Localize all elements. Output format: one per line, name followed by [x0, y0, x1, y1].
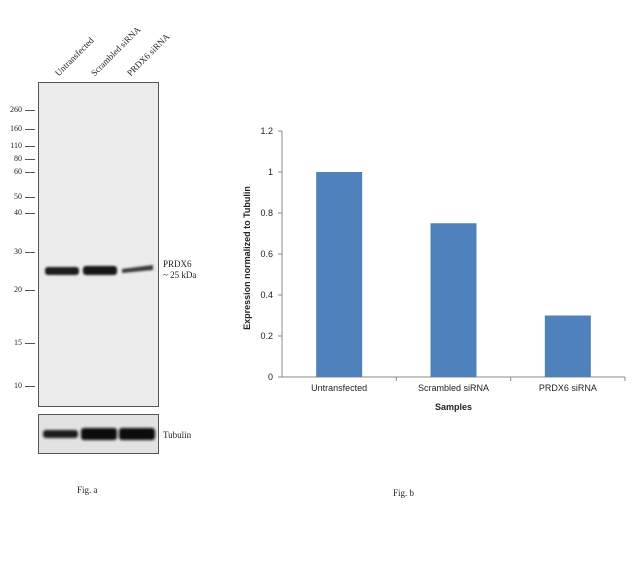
bar-prdx6-sirna [544, 315, 591, 377]
marker-tick [25, 172, 35, 173]
tubulin-band-prdx6-sirna [119, 428, 155, 440]
marker-tick [25, 159, 35, 160]
marker-tick [25, 343, 35, 344]
band-label-protein: PRDX6 [163, 259, 192, 269]
blot-bands [45, 265, 153, 275]
marker-label: 260 [10, 105, 22, 114]
y-axis-label: Expression normalized to Tubulin [242, 186, 252, 330]
marker-tick [25, 252, 35, 253]
marker-label: 80 [14, 154, 22, 163]
tubulin-band-untransfected [43, 430, 78, 438]
marker-tick [25, 146, 35, 147]
bar-chart: Expression normalized to Tubulin Samples… [242, 126, 626, 412]
tubulin-band-scrambled-sirna [81, 428, 117, 440]
band-label-size: ~ 25 kDa [163, 270, 197, 280]
y-tick-label: 0.4 [260, 290, 273, 300]
marker-tick [25, 386, 35, 387]
marker-tick [25, 213, 35, 214]
marker-tick [25, 129, 35, 130]
blot-panel-tubulin [38, 414, 159, 454]
y-tick-label: 0.2 [260, 331, 273, 341]
marker-tick [25, 197, 35, 198]
tubulin-bands [43, 428, 155, 440]
marker-label: 20 [14, 285, 22, 294]
x-tick-label: Untransfected [311, 383, 367, 393]
bar-untransfected [316, 172, 363, 377]
marker-label: 160 [10, 124, 22, 133]
marker-label: 10 [14, 381, 22, 390]
marker-label: 40 [14, 208, 22, 217]
figure-caption-b: Fig. b [393, 488, 415, 498]
marker-label: 60 [14, 167, 22, 176]
marker-label: 50 [14, 192, 22, 201]
y-tick-label: 1 [268, 167, 273, 177]
x-axis-label: Samples [435, 402, 472, 412]
blot-panel-main [38, 82, 159, 407]
figure-caption-a: Fig. a [77, 485, 98, 495]
marker-label: 30 [14, 247, 22, 256]
y-tick-label: 0.6 [260, 249, 273, 259]
x-tick-label: Scrambled siRNA [418, 383, 489, 393]
band-untransfected [45, 267, 79, 275]
marker-label: 110 [10, 141, 22, 150]
marker-label: 15 [14, 338, 22, 347]
band-prdx6-sirna [122, 265, 153, 273]
band-scrambled-sirna [83, 266, 117, 275]
x-tick-label: PRDX6 siRNA [539, 383, 597, 393]
y-tick-label: 1.2 [260, 126, 273, 136]
bar-scrambled-sirna [430, 223, 477, 377]
marker-tick [25, 110, 35, 111]
y-tick-label: 0 [268, 372, 273, 382]
marker-tick [25, 290, 35, 291]
loading-control-label: Tubulin [163, 430, 192, 440]
y-tick-label: 0.8 [260, 208, 273, 218]
